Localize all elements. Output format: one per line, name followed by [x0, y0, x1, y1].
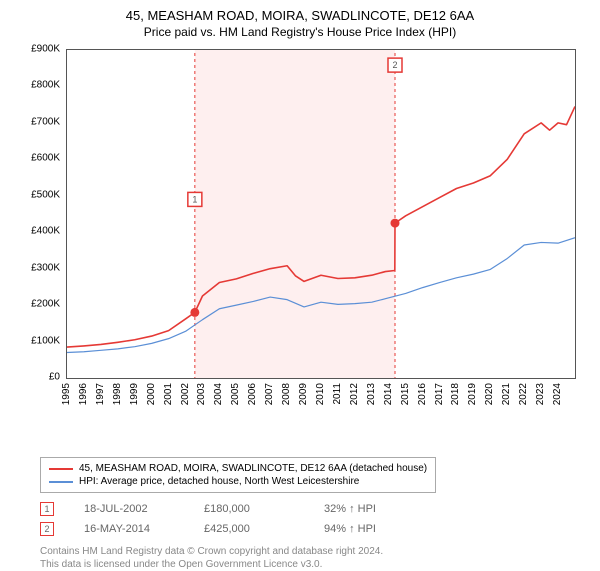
x-tick-label: 2001	[163, 383, 174, 405]
marker-id-box: 1	[40, 502, 54, 516]
legend-swatch	[49, 481, 73, 483]
x-tick-label: 2002	[180, 383, 191, 405]
x-tick-label: 2018	[450, 383, 461, 405]
x-tick-label: 1998	[112, 383, 123, 405]
footer-line1: Contains HM Land Registry data © Crown c…	[40, 545, 600, 558]
marker-date: 16-MAY-2014	[84, 523, 174, 535]
marker-row: 2 16-MAY-2014 £425,000 94% ↑ HPI	[40, 519, 600, 539]
y-tick-label: £800K	[20, 80, 60, 91]
x-tick-label: 2010	[315, 383, 326, 405]
legend-swatch	[49, 468, 73, 470]
marker-row: 1 18-JUL-2002 £180,000 32% ↑ HPI	[40, 499, 600, 519]
x-tick-label: 2011	[332, 383, 343, 405]
marker-date: 18-JUL-2002	[84, 503, 174, 515]
y-tick-label: £700K	[20, 116, 60, 127]
x-tick-label: 2016	[417, 383, 428, 405]
y-tick-label: £100K	[20, 335, 60, 346]
page-title: 45, MEASHAM ROAD, MOIRA, SWADLINCOTE, DE…	[0, 8, 600, 23]
marker-delta: 94% ↑ HPI	[324, 523, 414, 535]
svg-text:2: 2	[392, 60, 397, 70]
x-tick-label: 2005	[230, 383, 241, 405]
marker-price: £180,000	[204, 503, 294, 515]
x-tick-label: 1999	[129, 383, 140, 405]
x-tick-label: 2003	[196, 383, 207, 405]
legend-label: HPI: Average price, detached house, Nort…	[79, 476, 359, 487]
y-tick-label: £500K	[20, 189, 60, 200]
footer: Contains HM Land Registry data © Crown c…	[40, 545, 600, 571]
x-tick-label: 2012	[349, 383, 360, 405]
legend-label: 45, MEASHAM ROAD, MOIRA, SWADLINCOTE, DE…	[79, 463, 427, 474]
x-tick-label: 2013	[366, 383, 377, 405]
y-tick-label: £400K	[20, 226, 60, 237]
marker-delta: 32% ↑ HPI	[324, 503, 414, 515]
x-tick-label: 2024	[552, 383, 563, 405]
page-subtitle: Price paid vs. HM Land Registry's House …	[0, 25, 600, 39]
chart: £0 £100K £200K £300K £400K £500K £600K £700K £80…	[20, 49, 580, 409]
x-tick-label: 2022	[518, 383, 529, 405]
marker-table: 1 18-JUL-2002 £180,000 32% ↑ HPI 2 16-MAY-201…	[40, 499, 600, 539]
x-tick-label: 2014	[383, 383, 394, 405]
legend-row: HPI: Average price, detached house, Nort…	[49, 475, 427, 488]
x-tick-label: 1997	[95, 383, 106, 405]
x-tick-label: 2008	[281, 383, 292, 405]
marker-id-box: 2	[40, 522, 54, 536]
x-tick-label: 2017	[434, 383, 445, 405]
x-tick-label: 2000	[146, 383, 157, 405]
y-tick-label: £300K	[20, 262, 60, 273]
x-tick-label: 2020	[484, 383, 495, 405]
y-tick-label: £200K	[20, 299, 60, 310]
plot-area: 12	[66, 49, 576, 379]
x-tick-label: 2009	[298, 383, 309, 405]
x-tick-label: 2004	[213, 383, 224, 405]
x-tick-label: 2007	[264, 383, 275, 405]
x-tick-label: 1995	[61, 383, 72, 405]
y-tick-label: £900K	[20, 44, 60, 55]
y-tick-label: £600K	[20, 153, 60, 164]
x-tick-label: 2023	[535, 383, 546, 405]
x-tick-label: 2006	[247, 383, 258, 405]
x-tick-label: 2019	[467, 383, 478, 405]
svg-text:1: 1	[192, 194, 197, 204]
x-tick-label: 2015	[400, 383, 411, 405]
legend-row: 45, MEASHAM ROAD, MOIRA, SWADLINCOTE, DE…	[49, 462, 427, 475]
legend: 45, MEASHAM ROAD, MOIRA, SWADLINCOTE, DE…	[40, 457, 436, 493]
x-tick-label: 1996	[78, 383, 89, 405]
x-tick-label: 2021	[501, 383, 512, 405]
marker-price: £425,000	[204, 523, 294, 535]
y-tick-label: £0	[20, 372, 60, 383]
